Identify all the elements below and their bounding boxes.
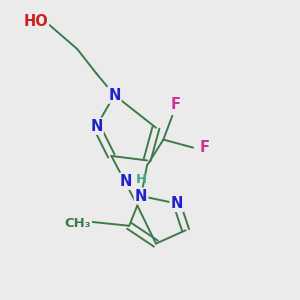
Text: N: N xyxy=(135,189,147,204)
Text: CH₃: CH₃ xyxy=(64,217,91,230)
Text: N: N xyxy=(108,88,121,103)
Text: F: F xyxy=(171,97,181,112)
Text: N: N xyxy=(90,119,103,134)
Text: H: H xyxy=(136,173,147,186)
Text: N: N xyxy=(120,174,132,189)
Text: F: F xyxy=(200,140,209,155)
Text: N: N xyxy=(171,196,183,211)
Text: HO: HO xyxy=(23,14,48,29)
